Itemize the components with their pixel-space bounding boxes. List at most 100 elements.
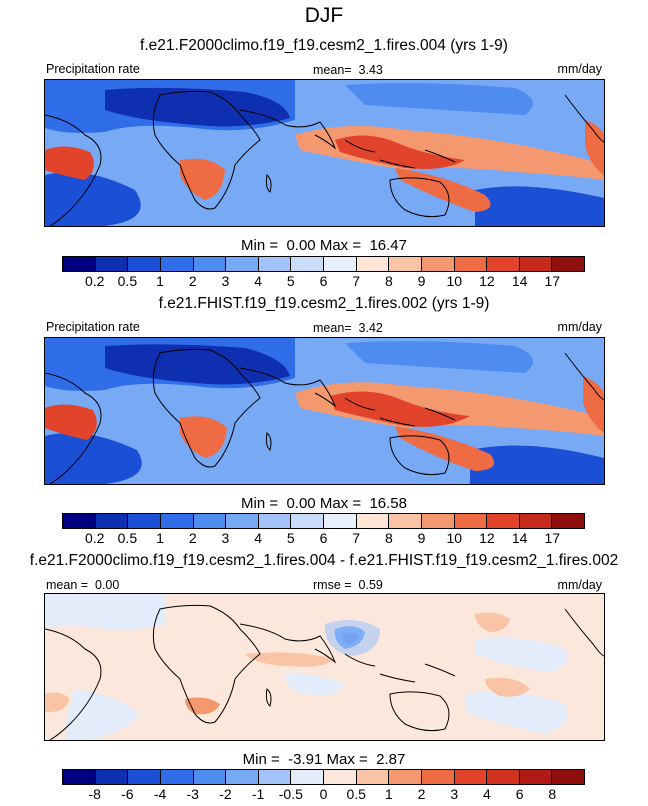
panel-2-coast-africa	[152, 348, 261, 468]
panel-1-max-value: 16.47	[369, 237, 407, 254]
panel-3-colorbar-tick-label: -2	[219, 786, 232, 802]
panel-2-maritime-continent-core	[330, 391, 470, 427]
panel-3-colorbar-swatch	[193, 770, 227, 784]
panel-2-colorbar-tick-label: 12	[479, 530, 495, 546]
panel-2-colorbar-swatch	[552, 514, 584, 528]
panel-3-minmax: Min = -3.91 Max = 2.87	[0, 751, 648, 768]
panel-3-mean: mean = 0.00	[46, 578, 119, 592]
panel-3-colorbar-swatch	[95, 770, 129, 784]
panel-1-coast-central-america	[564, 94, 604, 143]
panel-2-east-pacific-rain	[583, 376, 604, 433]
panel-3-pos-south-america	[45, 692, 70, 712]
panel-2-colorbar-swatch	[95, 514, 129, 528]
panel-1-colorbar-swatch	[421, 257, 455, 271]
panel-2-max-value: 16.58	[369, 495, 407, 512]
panel-1-colorbar-swatch	[95, 257, 129, 271]
panel-3-run-title: f.e21.F2000climo.f19_f19.cesm2_1.fires.0…	[29, 552, 619, 569]
panel-1-colorbar-swatch	[291, 257, 324, 271]
panel-3-colorbar-swatch	[63, 770, 96, 784]
panel-1-coastlines	[45, 90, 604, 226]
panel-1-units: mm/day	[557, 62, 602, 76]
panel-2-dry-south-atlantic	[45, 433, 142, 484]
panel-2-coast-maritime	[344, 397, 456, 427]
panel-3-colorbar-tick-label: 2	[417, 786, 426, 802]
panel-3-coast-south-america	[45, 628, 102, 740]
panel-3-pos-spcz	[485, 677, 530, 697]
panel-2-coast-australia	[389, 435, 450, 476]
panel-1-max-label: Max =	[319, 237, 362, 254]
panel-1-mean: mean= 3.43	[313, 63, 383, 77]
panel-1-colorbar-swatch	[226, 257, 259, 271]
panel-1-mean-label: mean=	[313, 63, 352, 77]
panel-1-dry-east-pacific	[475, 186, 604, 226]
panel-2-run-title: f.e21.FHIST.f19_f19.cesm2_1.fires.002 (y…	[158, 295, 490, 312]
panel-1-colorbar-swatch	[487, 257, 520, 271]
panel-1-africa-rain	[180, 158, 225, 200]
panel-1-colorbar-swatch	[128, 257, 161, 271]
panel-2-coast-south-america	[45, 372, 102, 484]
panel-2-colorbar-tick-label: 10	[446, 530, 463, 546]
panel-3-max-label: Max =	[326, 751, 368, 768]
panel-3-mean-value: 0.00	[95, 578, 120, 592]
panel-2-coastlines	[45, 348, 604, 484]
panel-1-coast-arabia-india	[239, 109, 337, 150]
panel-2-minmax: Min = 0.00 Max = 16.58	[0, 495, 648, 512]
panel-2-dry-north-pacific	[345, 341, 533, 373]
panel-2-colorbar-tick-label: 2	[188, 530, 197, 546]
panel-1-colorbar-tick-label: 7	[352, 273, 361, 289]
panel-3-colorbar-ticks: -8 -6 -4 -3 -2 -1 -0.5 0 0.5 1 2 3 4 6 8	[62, 786, 585, 802]
panel-1-east-pacific-rain	[585, 120, 604, 175]
panel-3-rmse-value: 0.59	[358, 578, 383, 592]
panel-1-colorbar-swatch	[454, 257, 488, 271]
panel-2-mean: mean= 3.42	[313, 321, 383, 335]
panel-1-colorbar-tick-label: 9	[417, 273, 426, 289]
panel-2-max-label: Max =	[319, 495, 362, 512]
panel-3-colorbar-tick-label: 4	[483, 786, 491, 802]
panel-3-colorbar-swatch	[487, 770, 520, 784]
panel-3-neg-south-pacific	[465, 691, 568, 734]
panel-2-colorbar-swatch	[421, 514, 455, 528]
panel-3-mean-label: mean =	[46, 578, 89, 592]
panel-2-coast-arabia-india	[239, 367, 337, 408]
panel-3-colorbar-swatch	[160, 770, 194, 784]
panel-2-spcz	[395, 426, 495, 471]
panel-2-units: mm/day	[557, 320, 602, 334]
panel-1-colorbar-tick-label: 0.5	[117, 273, 138, 289]
panel-3-colorbar-tick-label: 0	[319, 786, 328, 802]
panel-3-colorbar-swatch	[552, 770, 584, 784]
panel-1-spcz	[395, 168, 491, 212]
panel-3-colorbar-swatch	[389, 770, 422, 784]
panel-3-colorbar-swatch	[421, 770, 455, 784]
panel-2-colorbar	[62, 513, 585, 529]
panel-3-colorbar-tick-label: -6	[121, 786, 134, 802]
panel-2-colorbar-swatch	[258, 514, 292, 528]
panel-2-mean-label: mean=	[313, 321, 352, 335]
panel-2-colorbar-tick-label: 14	[511, 530, 528, 546]
panel-3-colorbar-swatch	[324, 770, 357, 784]
panel-3-colorbar-swatch	[356, 770, 390, 784]
panel-1-colorbar-swatch	[552, 257, 584, 271]
panel-3-min-label: Min =	[242, 751, 280, 768]
panel-1-colorbar-swatch	[258, 257, 292, 271]
panel-2-dry-sahara-arabia	[105, 344, 290, 385]
panel-2-min-label: Min =	[241, 495, 279, 512]
panel-3-coast-arabia-india	[239, 623, 337, 664]
panel-3-diff-map	[44, 593, 605, 741]
panel-1-dry-north-pacific	[345, 83, 533, 115]
panel-3-coast-maritime	[344, 653, 456, 683]
panel-1-coast-maritime	[344, 139, 456, 169]
panel-3-colorbar-swatch	[519, 770, 553, 784]
panel-3-colorbar-tick-label: -4	[153, 786, 167, 802]
panel-3-colorbar-swatch	[291, 770, 324, 784]
panel-3-max-value: 2.87	[376, 751, 406, 768]
panel-2-colorbar-swatch	[519, 514, 553, 528]
panel-1-colorbar-tick-label: 4	[254, 273, 263, 289]
panel-2-colorbar-tick-label: 8	[384, 530, 393, 546]
panel-1-colorbar-tick-label: 6	[319, 273, 328, 289]
panel-1-coast-australia	[389, 177, 450, 218]
panel-1-colorbar-swatch	[519, 257, 553, 271]
panel-1-mean-value: 3.43	[358, 63, 383, 77]
panel-2-colorbar-tick-label: 4	[254, 530, 263, 546]
panel-3-pos-north-pacific	[475, 612, 510, 632]
panel-1-colorbar-ticks: 0.2 0.5 1 2 3 4 5 6 7 8 9 10 12 14 17	[62, 273, 585, 289]
